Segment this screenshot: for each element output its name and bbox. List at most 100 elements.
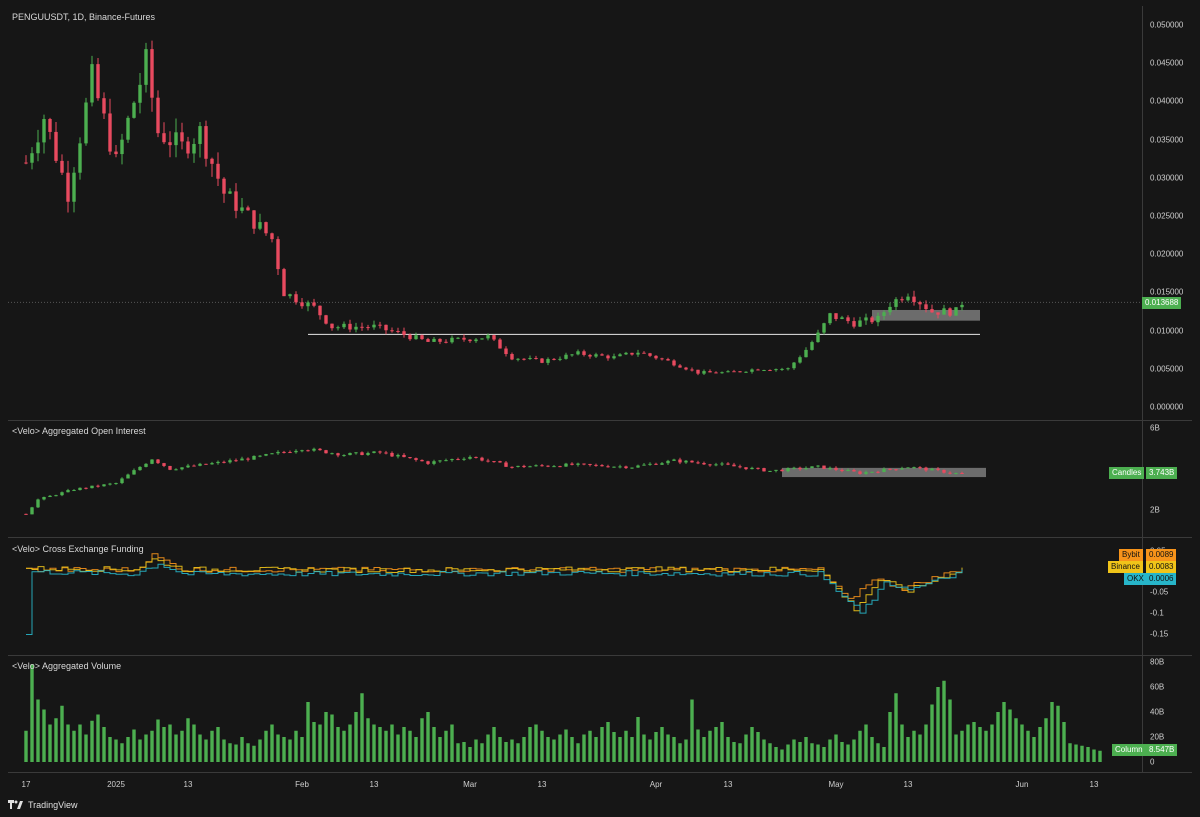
volume-bar xyxy=(90,720,94,762)
oi-candle xyxy=(36,499,40,508)
price-candle xyxy=(288,294,292,297)
oi-candle xyxy=(126,474,130,479)
last-price-badge: 0.013688 xyxy=(1142,297,1182,309)
oi-candle xyxy=(720,463,724,465)
oi-tick: 6B xyxy=(1150,423,1160,433)
price-candle xyxy=(636,352,640,355)
price-candle xyxy=(174,132,178,146)
volume-bar xyxy=(594,737,598,762)
pane-divider[interactable] xyxy=(8,655,1192,656)
oi-candle xyxy=(276,451,280,454)
oi-candle xyxy=(330,453,334,455)
pane-divider[interactable] xyxy=(8,420,1192,421)
price-candle xyxy=(744,371,748,373)
price-candle xyxy=(84,102,88,144)
pane-divider[interactable] xyxy=(8,537,1192,538)
volume-bar xyxy=(162,727,166,762)
oi-candle xyxy=(72,490,76,492)
price-candle xyxy=(822,323,826,333)
volume-bar xyxy=(78,724,82,762)
volume-bar xyxy=(330,714,334,762)
price-candle xyxy=(438,338,442,342)
price-candle xyxy=(210,158,214,164)
volume-bar xyxy=(534,724,538,762)
volume-bar xyxy=(888,712,892,762)
oi-candle xyxy=(522,465,526,468)
price-candle xyxy=(420,335,424,340)
oi-candle xyxy=(108,483,112,485)
price-candle xyxy=(738,371,742,373)
volume-bar xyxy=(990,724,994,762)
volume-bar xyxy=(234,744,238,762)
oi-candle xyxy=(792,467,796,469)
price-candle xyxy=(678,365,682,368)
oi-candle xyxy=(396,454,400,457)
price-candle xyxy=(300,302,304,307)
price-candle xyxy=(306,302,310,307)
oi-candle xyxy=(204,463,208,465)
volume-bar xyxy=(738,743,742,762)
volume-bar xyxy=(774,747,778,762)
volume-bar xyxy=(492,727,496,762)
x-tick: 13 xyxy=(183,780,193,789)
price-candle xyxy=(798,357,802,363)
oi-candle xyxy=(840,469,844,472)
price-candle xyxy=(456,337,460,339)
oi-candle xyxy=(528,466,532,468)
volume-pane[interactable] xyxy=(8,656,1142,771)
volume-bar xyxy=(180,730,184,762)
price-candle xyxy=(30,153,34,163)
volume-bar xyxy=(672,737,676,762)
volume-bar xyxy=(948,699,952,762)
oi-candle xyxy=(606,466,610,468)
volume-bar xyxy=(792,739,796,762)
oi-candle xyxy=(648,463,652,465)
open-interest-pane[interactable] xyxy=(8,421,1142,537)
price-scale[interactable] xyxy=(1142,6,1193,772)
oi-candle xyxy=(420,459,424,462)
price-candle xyxy=(912,296,916,303)
tradingview-logo[interactable]: TradingView xyxy=(8,800,78,810)
volume-bar xyxy=(840,742,844,762)
volume-tick: 20B xyxy=(1150,732,1165,742)
price-candle xyxy=(240,207,244,211)
oi-candle xyxy=(318,448,322,451)
oi-candle xyxy=(660,463,664,465)
price-candle xyxy=(936,312,940,315)
volume-badge-label: Column xyxy=(1112,744,1146,756)
price-pane[interactable] xyxy=(8,6,1142,420)
volume-bar xyxy=(468,747,472,762)
price-candle xyxy=(834,313,838,319)
volume-bar xyxy=(684,739,688,762)
price-candle xyxy=(270,233,274,240)
oi-candle xyxy=(132,470,136,475)
price-candle xyxy=(432,338,436,342)
volume-bar xyxy=(312,722,316,762)
oi-candle xyxy=(924,467,928,471)
price-candle xyxy=(846,317,850,322)
volume-bar xyxy=(1086,747,1090,762)
price-candle xyxy=(336,327,340,329)
volume-bar xyxy=(270,724,274,762)
price-tick: 0.050000 xyxy=(1150,20,1184,30)
oi-candle xyxy=(42,497,46,500)
price-candle xyxy=(36,142,40,154)
oi-candle xyxy=(654,463,658,465)
oi-candle xyxy=(738,466,742,468)
oi-candle xyxy=(210,463,214,465)
consolidation-zone xyxy=(872,309,980,321)
volume-bar xyxy=(1044,718,1048,762)
price-candle xyxy=(414,335,418,340)
oi-candle xyxy=(384,452,388,454)
price-candle xyxy=(516,358,520,360)
oi-candle xyxy=(786,468,790,472)
oi-candle xyxy=(858,471,862,474)
price-candle xyxy=(762,370,766,372)
price-candle xyxy=(390,330,394,332)
volume-bar xyxy=(300,737,304,762)
x-tick: 17 xyxy=(21,780,31,789)
price-candle xyxy=(492,335,496,340)
oi-candle xyxy=(342,455,346,457)
volume-bar xyxy=(342,730,346,762)
funding-pane[interactable] xyxy=(8,538,1142,655)
